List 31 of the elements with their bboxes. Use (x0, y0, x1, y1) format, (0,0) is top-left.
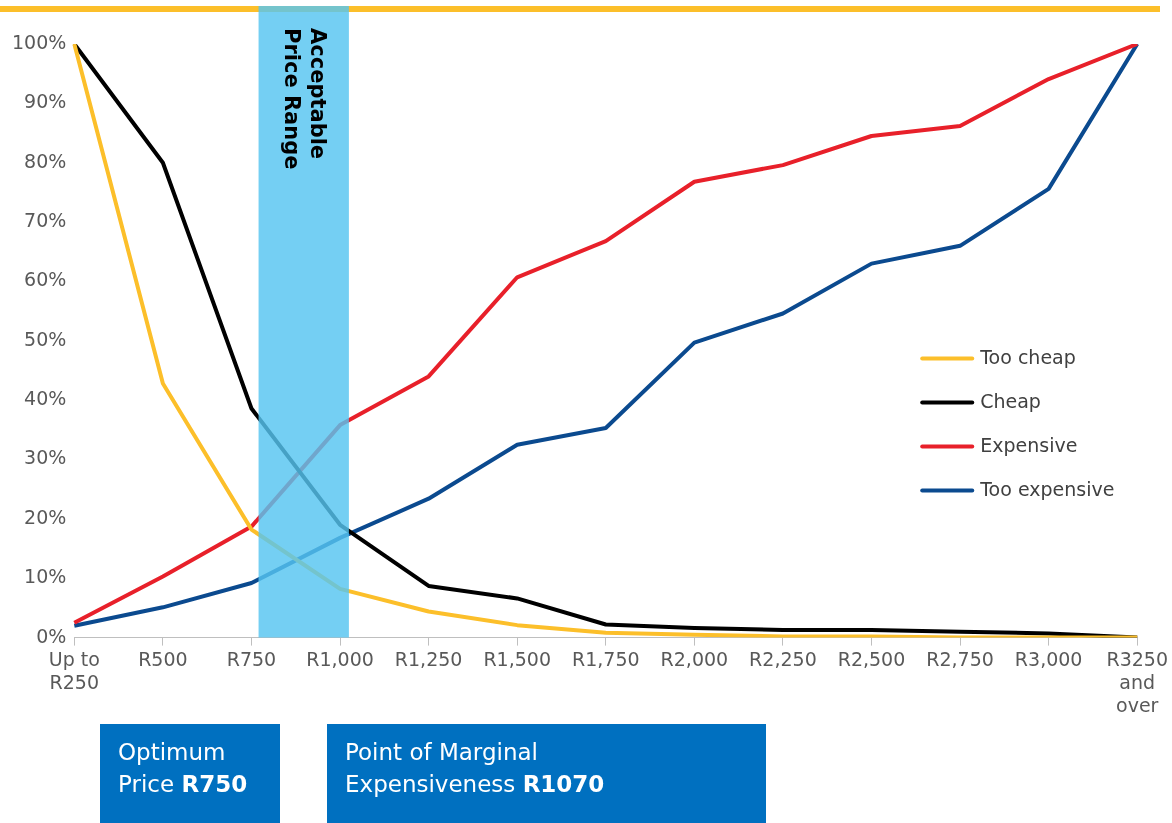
x-tick-label: R3,000 (1014, 647, 1083, 670)
y-tick-label: 30% (24, 446, 67, 469)
text: Point of Marginal Expensiveness R1070 (345, 739, 605, 797)
x-tick-label: R750 (226, 647, 277, 670)
y-tick-label: 100% (11, 30, 67, 53)
text: Optimum Price R750 (118, 739, 248, 797)
x-tick-label: R500 (138, 647, 188, 670)
band-label: Acceptable Price Range (280, 28, 331, 170)
y-tick-label: 90% (24, 90, 67, 113)
x-tick-label: Up to R250 (48, 647, 100, 693)
x-tick-label: R1,000 (306, 647, 374, 670)
x-tick-label: R2,250 (749, 647, 817, 670)
legend-label: Too cheap (979, 345, 1076, 368)
x-tick-label: R2,500 (837, 647, 906, 670)
y-tick-label: 80% (24, 149, 67, 172)
y-tick-label: 40% (24, 387, 67, 410)
y-tick-label: 70% (24, 209, 67, 232)
y-tick-label: 10% (24, 565, 67, 588)
legend-label: Expensive (980, 433, 1078, 456)
legend-label: Too expensive (979, 477, 1115, 500)
legend-label: Cheap (980, 389, 1041, 412)
x-tick-label: R2,750 (926, 647, 994, 670)
y-tick-label: 0% (36, 624, 67, 647)
y-tick-label: 60% (24, 268, 67, 291)
x-tick-label: R1,250 (394, 647, 463, 670)
y-tick-label: 20% (24, 505, 67, 528)
x-tick-label: R2,000 (660, 647, 729, 670)
x-tick-label: R3250 and over (1106, 647, 1168, 716)
x-tick-label: R1,750 (571, 647, 640, 670)
x-tick-label: R1,500 (483, 647, 551, 670)
y-tick-label: 50% (24, 327, 67, 350)
